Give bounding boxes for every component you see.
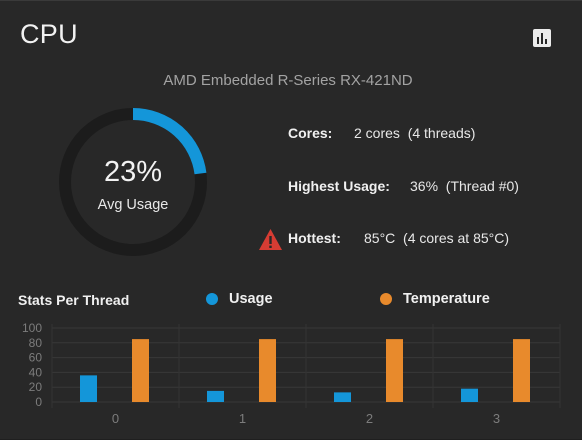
temperature-bar	[386, 339, 403, 402]
card-title: CPU	[20, 19, 78, 49]
cpu-model-name: AMD Embedded R-Series RX-421ND	[163, 72, 413, 89]
gauge-value: 23%	[103, 156, 163, 188]
cores-value: 2 cores (4 threads)	[354, 125, 476, 141]
highest-usage-value: 36% (Thread #0)	[410, 178, 519, 194]
x-tick-label: 0	[112, 411, 119, 426]
usage-bar	[461, 388, 478, 402]
temperature-bar	[513, 339, 530, 402]
x-tick-label: 2	[366, 411, 373, 426]
x-tick-label: 3	[493, 411, 500, 426]
bar-chart-icon[interactable]	[532, 28, 552, 48]
stats-per-thread-title: Stats Per Thread	[18, 292, 130, 308]
temperature-bar	[132, 339, 149, 402]
y-tick-label: 40	[29, 365, 43, 379]
x-tick-label: 1	[239, 411, 246, 426]
usage-bar	[334, 392, 351, 402]
usage-bar	[207, 390, 224, 402]
gauge-center: 23% Avg Usage	[57, 106, 209, 258]
gauge-label: Avg Usage	[97, 197, 169, 213]
legend-usage-label: Usage	[229, 291, 273, 307]
y-tick-label: 100	[22, 321, 42, 335]
temperature-bar	[259, 339, 276, 402]
temperature-legend-dot-icon	[380, 293, 392, 305]
y-tick-label: 60	[29, 351, 43, 365]
legend-temperature[interactable]: Temperature	[380, 291, 490, 307]
gauge-fill	[59, 108, 207, 256]
cores-label: Cores:	[288, 125, 333, 141]
y-tick-label: 80	[29, 336, 43, 350]
usage-legend-dot-icon	[206, 293, 218, 305]
legend-temperature-label: Temperature	[403, 291, 490, 307]
y-tick-label: 0	[35, 395, 42, 409]
warning-icon	[259, 229, 282, 250]
legend-usage[interactable]: Usage	[206, 291, 273, 307]
highest-usage-label: Highest Usage:	[288, 178, 390, 194]
hottest-label: Hottest:	[288, 230, 341, 246]
hottest-value: 85°C (4 cores at 85°C)	[364, 230, 510, 246]
y-tick-label: 20	[29, 380, 43, 394]
usage-bar	[80, 375, 97, 402]
avg-usage-gauge	[59, 108, 207, 256]
